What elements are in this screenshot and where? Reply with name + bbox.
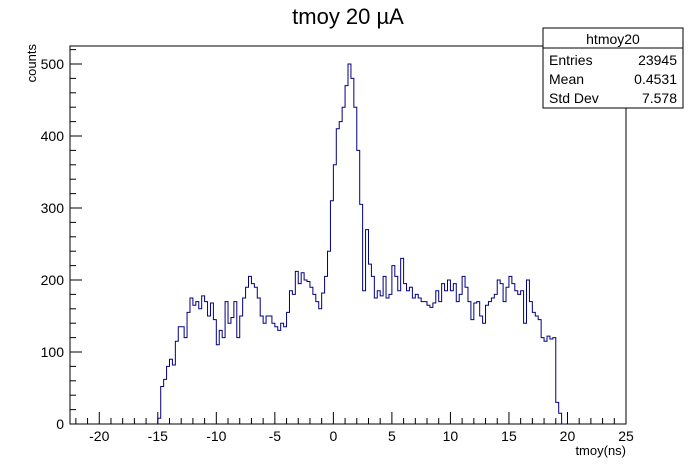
y-tick-label: 100 [41, 344, 65, 360]
stats-rows: Entries 23945 Mean 0.4531 Std Dev 7.578 [549, 52, 677, 106]
y-tick-label: 500 [41, 56, 65, 72]
x-axis: -20 -15 -10 -5 0 5 10 15 20 25 [75, 412, 634, 444]
stats-row-label: Entries [549, 52, 593, 68]
stats-row-label: Std Dev [549, 90, 599, 106]
x-tick-label: -20 [89, 428, 109, 444]
plot-frame [69, 45, 627, 425]
stats-row-value: 0.4531 [634, 71, 677, 87]
y-axis-title: counts [24, 44, 39, 83]
x-tick-label: 5 [388, 428, 396, 444]
x-tick-label: -15 [148, 428, 168, 444]
stats-row-value: 23945 [638, 52, 677, 68]
x-tick-label: 10 [443, 428, 459, 444]
y-axis: 0 100 200 300 400 500 [41, 49, 82, 432]
x-tick-label: 0 [329, 428, 337, 444]
x-tick-label: 25 [618, 428, 634, 444]
stats-box-name: htmoy20 [586, 31, 640, 47]
x-tick-label: -5 [269, 428, 282, 444]
histogram-line [157, 63, 565, 425]
x-tick-label: -10 [206, 428, 226, 444]
y-tick-label: 200 [41, 272, 65, 288]
y-tick-label: 0 [56, 416, 64, 432]
y-tick-label: 400 [41, 128, 65, 144]
x-tick-label: 20 [560, 428, 576, 444]
chart-title: tmoy 20 µA [292, 4, 404, 29]
stats-box: htmoy20 Entries 23945 Mean 0.4531 Std Dev 7.5… [542, 27, 684, 109]
y-tick-label: 300 [41, 200, 65, 216]
x-tick-label: 15 [501, 428, 517, 444]
stats-row-value: 7.578 [642, 90, 677, 106]
stats-row-label: Mean [549, 71, 584, 87]
x-axis-title: tmoy(ns) [575, 443, 626, 458]
stats-box-frame [542, 27, 684, 109]
